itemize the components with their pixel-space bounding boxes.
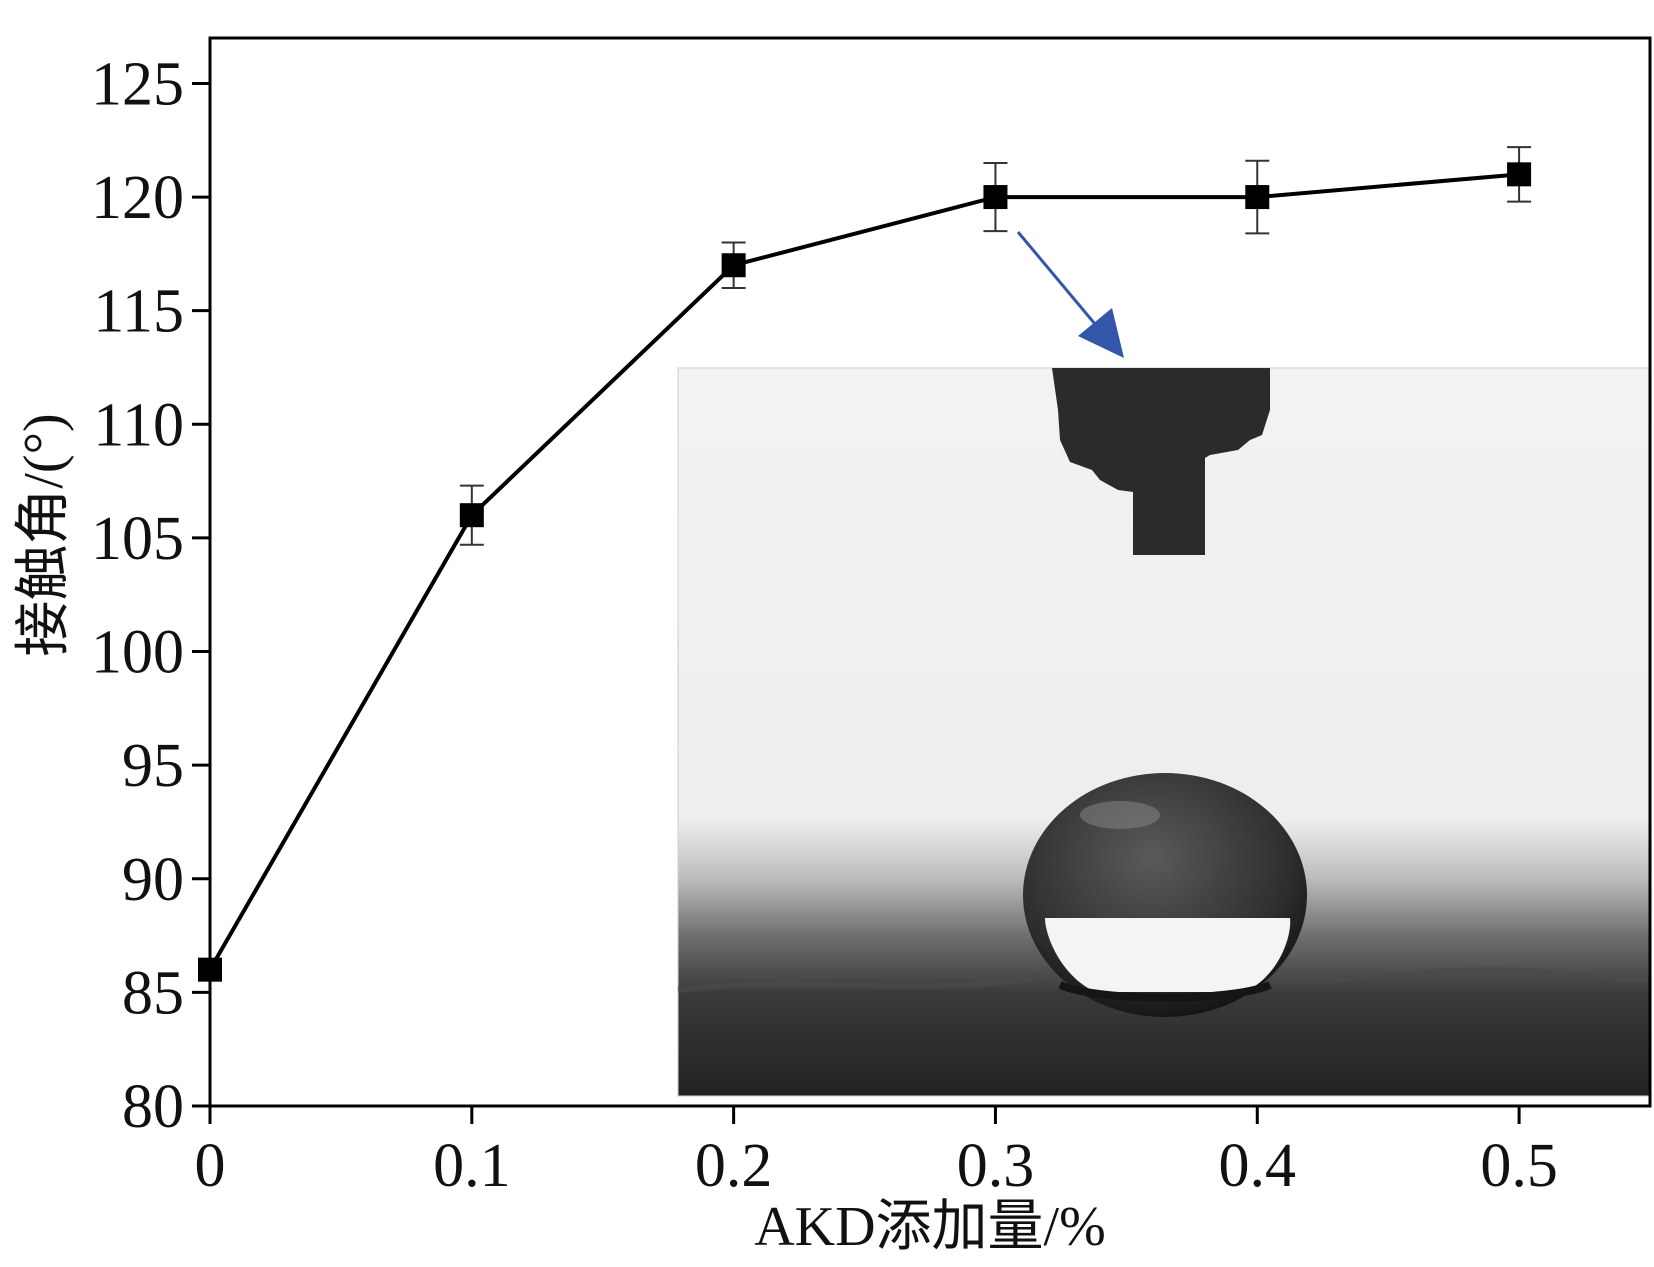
series-line (208, 172, 1520, 971)
y-tick-label: 100 (91, 619, 184, 687)
y-axis: 80 85 90 95 100 105 110 115 120 125 (91, 50, 210, 1141)
y-tick-label: 120 (91, 164, 184, 232)
series-layer (198, 146, 1532, 982)
y-tick-label: 115 (93, 278, 184, 346)
data-point-marker (983, 185, 1008, 210)
y-tick-label: 85 (122, 959, 184, 1027)
x-tick-label: 0 (195, 1132, 226, 1200)
x-tick-label: 0.1 (433, 1132, 511, 1200)
x-tick-label: 0.5 (1480, 1132, 1558, 1200)
plot-frame (208, 36, 1652, 1108)
y-axis-title: 接触角/(°) (13, 413, 75, 656)
x-tick-label: 0.2 (695, 1132, 773, 1200)
x-axis-title: AKD添加量/% (754, 1196, 1106, 1258)
data-point-marker (198, 957, 222, 982)
data-point-marker (721, 253, 746, 278)
y-tick-label: 95 (122, 732, 184, 800)
y-tick-label: 90 (122, 846, 184, 914)
inset-pointer-arrow (1016, 231, 1124, 358)
data-point-marker (459, 503, 484, 528)
inset-needle (1052, 368, 1270, 555)
y-tick-label: 125 (91, 50, 184, 118)
x-tick-label: 0.4 (1219, 1132, 1297, 1200)
x-tick-label: 0.3 (957, 1132, 1035, 1200)
inset-droplet-photo (677, 367, 1651, 1097)
y-tick-label: 80 (122, 1073, 184, 1141)
data-point-marker (1507, 162, 1532, 187)
data-point-marker (1245, 185, 1270, 210)
x-axis: 0 0.1 0.2 0.3 0.4 0.5 (195, 1106, 1558, 1200)
y-tick-label: 110 (93, 391, 184, 459)
y-tick-label: 105 (91, 505, 184, 573)
inset-droplet (1023, 773, 1307, 1017)
